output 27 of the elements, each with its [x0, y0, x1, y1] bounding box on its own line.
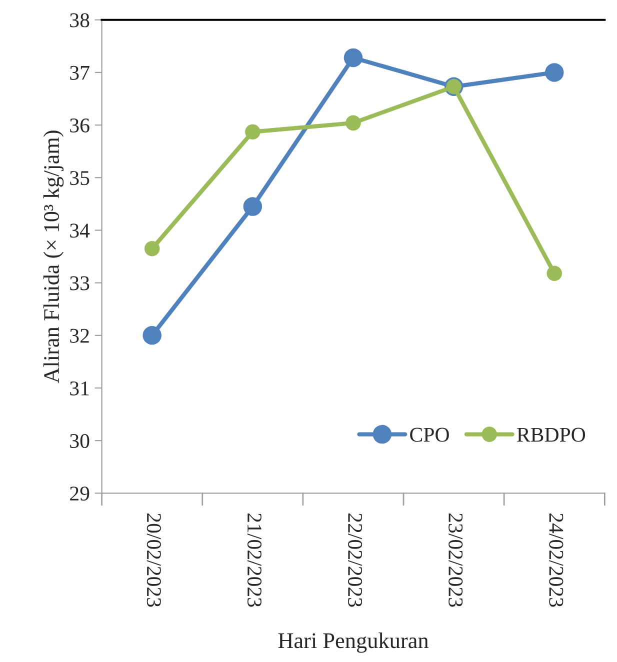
y-tick-label: 32: [70, 328, 89, 343]
point: [545, 63, 564, 82]
point: [243, 197, 262, 216]
legend-label: RBDPO: [517, 428, 586, 442]
legend-label: CPO: [410, 428, 449, 442]
y-tick-label: 33: [70, 276, 90, 290]
y-tick-label: 36: [70, 118, 90, 132]
y-tick-label: 34: [70, 224, 90, 238]
y-tick-label: 37: [70, 66, 90, 80]
y-tick-label: 35: [70, 171, 90, 186]
x-tick-label: 24/02/2023: [549, 514, 564, 607]
x-tick-label: 22/02/2023: [348, 514, 362, 607]
point: [144, 240, 160, 256]
y-axis-title: Aliran Fluida (× 10³ kg/jam): [43, 130, 64, 384]
y-tick-label: 38: [70, 13, 90, 28]
x-tick-label: 21/02/2023: [247, 514, 262, 607]
y-tick-label: 29: [70, 486, 90, 501]
x-tick-label: 23/02/2023: [448, 514, 463, 607]
y-tick-label: 30: [70, 434, 90, 448]
point: [245, 124, 260, 140]
point: [142, 326, 162, 345]
point: [346, 115, 361, 131]
y-tick-label: 31: [70, 381, 89, 396]
point: [344, 48, 363, 68]
x-axis-title: Hari Pengukuran: [278, 632, 428, 653]
x-tick-label: 20/02/2023: [146, 514, 161, 607]
point: [546, 266, 562, 281]
